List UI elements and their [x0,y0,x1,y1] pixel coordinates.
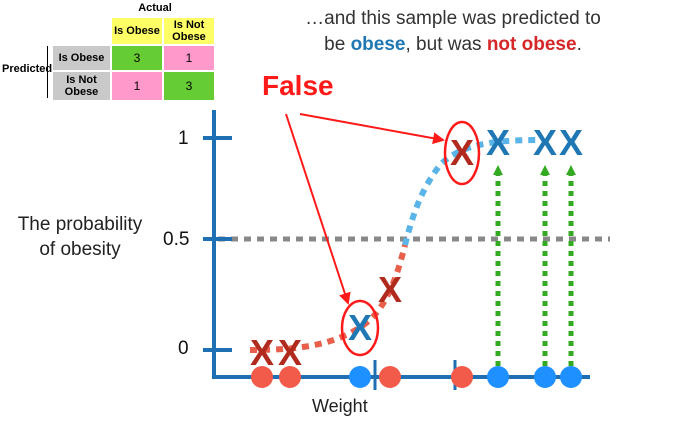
sample-dot-red [251,366,273,388]
sample-dot-red [379,366,401,388]
false-arrow-2 [299,113,445,145]
sample-dot-red [451,366,473,388]
sample-dot-red [279,366,301,388]
y-axis-label-line2: of obesity [39,239,121,260]
col-header-not-obese: Is Not Obese [163,17,215,45]
confusion-matrix: Actual Is Obese Is Not Obese Is Obese Is… [0,0,215,103]
x-marker-obese: X [348,307,372,348]
sample-dot-blue [560,366,582,388]
x-marker-obese: X [486,122,510,163]
false-arrow-1 [285,113,351,305]
cell-true-negative: 3 [163,71,215,101]
x-marker-obese: X [559,122,583,163]
curve-red-segment [249,244,408,353]
cell-false-negative: 1 [111,71,163,101]
sample-dot-blue [534,366,556,388]
x-axis-label: Weight [312,396,368,416]
false-highlight-ellipse [443,120,481,186]
x-marker-not-obese: X [378,269,402,310]
caption-be: be [324,34,351,55]
caption-obese: obese [350,34,406,55]
cell-false-positive: 1 [163,45,215,71]
x-marker-not-obese: X [450,132,474,173]
x-marker-not-obese: X [250,332,274,373]
false-annotation: False [262,70,334,101]
caption-line1: …and this sample was predicted to [305,8,601,29]
y-tick-1: 1 [178,128,189,149]
false-highlight-ellipse [340,299,380,357]
caption-not-obese: not obese [486,34,577,55]
y-tick-0-5: 0.5 [163,229,190,250]
caption-period: . [576,34,582,55]
x-marker-not-obese: X [278,332,302,373]
sample-dot-blue [349,366,371,388]
predicted-label: Predicted [2,63,53,75]
caption-but-was: , but was [405,34,487,55]
caption: …and this sample was predicted to be obe… [228,6,678,58]
y-axis-label-line1: The probability [17,214,143,235]
col-header-obese: Is Obese [111,17,163,45]
predicted-bracket [47,46,48,98]
actual-label: Actual [138,2,172,14]
y-tick-0: 0 [178,338,189,359]
cell-true-positive: 3 [111,45,163,71]
row-header-obese: Is Obese [52,45,111,71]
y-axis-label: The probability of obesity [0,212,160,262]
row-header-not-obese: Is Not Obese [52,71,111,101]
sample-dot-blue [487,366,509,388]
x-marker-obese: X [533,122,557,163]
